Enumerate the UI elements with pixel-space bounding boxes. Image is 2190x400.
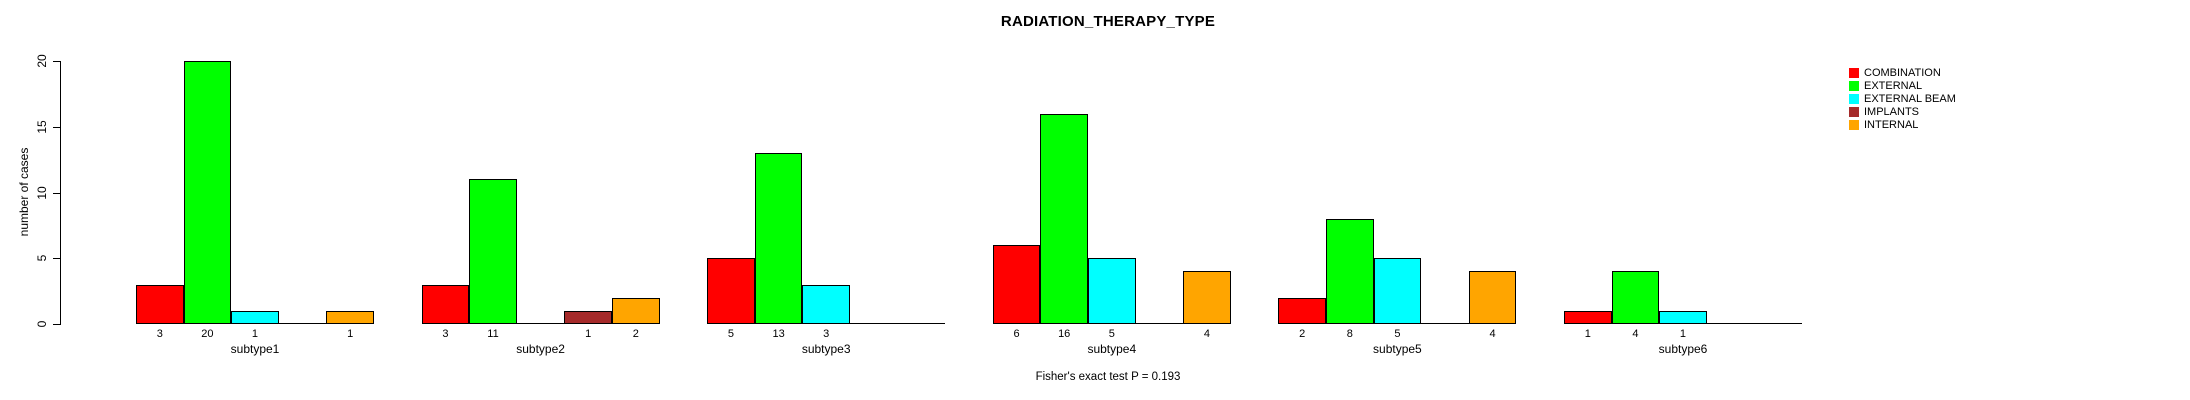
bar xyxy=(992,245,1041,324)
bar xyxy=(564,310,612,324)
y-tick-mark xyxy=(53,258,60,260)
x-category-label: subtype1 xyxy=(230,342,280,356)
legend-label: INTERNAL xyxy=(1864,119,1919,131)
x-category-label: subtype4 xyxy=(1087,342,1137,356)
y-tick-label: 10 xyxy=(35,185,49,200)
legend-swatch-external xyxy=(1849,81,1859,91)
zero-bar-segment xyxy=(850,323,898,324)
legend-swatch-combination xyxy=(1849,68,1859,78)
y-tick-label: 5 xyxy=(35,254,49,262)
y-tick-label: 20 xyxy=(35,54,49,68)
bar-value-label: 4 xyxy=(1489,327,1496,340)
bar-value-label: 5 xyxy=(1394,327,1401,340)
bar-value-label: 3 xyxy=(442,327,449,340)
bar-value-label: 16 xyxy=(1058,327,1071,340)
bar xyxy=(1373,258,1422,324)
bar xyxy=(1183,271,1231,324)
legend-swatch-external-beam xyxy=(1849,94,1859,104)
legend-label: COMBINATION xyxy=(1864,67,1941,79)
bar xyxy=(1564,310,1612,324)
bar-value-label: 11 xyxy=(487,327,499,340)
bar xyxy=(1659,310,1707,324)
bar-value-label: 1 xyxy=(585,327,592,340)
bar xyxy=(1468,271,1517,324)
bar-value-label: 2 xyxy=(1299,327,1306,340)
zero-bar-segment xyxy=(1135,323,1184,324)
legend-label: EXTERNAL xyxy=(1864,80,1923,92)
bar xyxy=(707,258,755,324)
bar-value-label: 1 xyxy=(251,327,259,340)
zero-bar-segment xyxy=(1754,323,1802,324)
bar-value-label: 5 xyxy=(1108,327,1115,340)
bar-value-label: 4 xyxy=(1632,327,1639,340)
bar xyxy=(612,297,660,324)
y-tick-label: 0 xyxy=(35,320,49,328)
x-category-label: subtype5 xyxy=(1373,342,1422,356)
bar xyxy=(1088,258,1136,324)
fisher-test-annotation: Fisher's exact test P = 0.193 xyxy=(1035,371,1181,383)
y-tick-label: 15 xyxy=(35,120,49,134)
legend-label: EXTERNAL BEAM xyxy=(1864,93,1956,105)
bar-value-label: 6 xyxy=(1013,327,1020,340)
bar xyxy=(1611,271,1660,324)
bar xyxy=(1326,218,1374,324)
legend-label: IMPLANTS xyxy=(1864,106,1920,118)
bar xyxy=(136,284,184,324)
bar xyxy=(183,61,232,324)
bar-value-label: 4 xyxy=(1203,327,1211,340)
bar-value-label: 3 xyxy=(823,327,830,340)
zero-bar-segment xyxy=(1706,323,1755,324)
bar-value-label: 5 xyxy=(727,327,735,340)
bar xyxy=(469,179,517,324)
y-tick-mark xyxy=(53,192,60,194)
zero-bar-segment xyxy=(1421,323,1469,324)
x-category-label: subtype2 xyxy=(516,342,565,356)
zero-bar-segment xyxy=(897,323,946,324)
legend-swatch-implants xyxy=(1849,107,1859,117)
chart-title: RADIATION_THERAPY_TYPE xyxy=(1000,13,1216,30)
bar-value-label: 20 xyxy=(201,327,214,340)
bar-value-label: 1 xyxy=(347,327,354,340)
bar xyxy=(231,310,279,324)
bar xyxy=(754,153,803,324)
y-tick-mark xyxy=(53,126,60,128)
bar-value-label: 3 xyxy=(156,327,163,340)
y-tick-mark xyxy=(53,61,60,62)
bar-value-label: 1 xyxy=(1584,327,1591,340)
bar xyxy=(1040,113,1088,324)
bar-value-label: 1 xyxy=(1679,327,1687,340)
x-category-label: subtype6 xyxy=(1658,342,1708,356)
bar-value-label: 2 xyxy=(632,327,639,340)
bar-value-label: 13 xyxy=(772,327,785,340)
bar-value-label: 8 xyxy=(1346,327,1353,340)
bar xyxy=(326,310,374,324)
bar xyxy=(1278,297,1326,324)
zero-bar-segment xyxy=(516,323,565,324)
x-category-label: subtype3 xyxy=(801,342,851,356)
y-axis-line xyxy=(60,61,61,325)
bar xyxy=(421,284,470,324)
zero-bar-segment xyxy=(278,323,327,324)
legend-swatch-internal xyxy=(1849,120,1859,130)
bar xyxy=(802,284,850,324)
y-tick-mark xyxy=(53,324,60,325)
